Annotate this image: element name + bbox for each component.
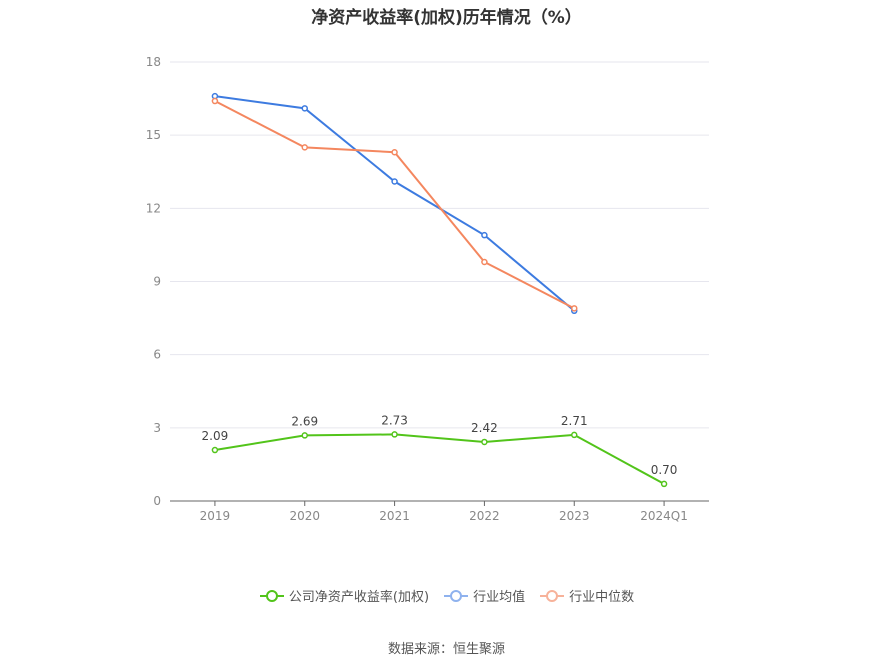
data-point[interactable] (391, 431, 398, 438)
legend-label: 行业均值 (473, 590, 526, 605)
legend-item-2[interactable]: 行业中位数 (539, 586, 634, 605)
x-tick-label: 2022 (469, 509, 500, 523)
y-tick-label: 15 (146, 128, 161, 142)
y-tick-label: 9 (153, 275, 161, 289)
y-tick-label: 12 (146, 201, 161, 215)
data-point[interactable] (481, 258, 488, 266)
data-point[interactable] (301, 144, 308, 151)
y-tick-label: 18 (146, 55, 161, 69)
data-point[interactable] (211, 446, 219, 454)
legend: 公司净资产收益率(加权) 行业均值 行业中位数 (0, 586, 893, 605)
y-tick-label: 0 (153, 494, 161, 508)
data-point[interactable] (301, 432, 308, 439)
data-point[interactable] (211, 97, 219, 105)
y-tick-label: 3 (153, 421, 161, 435)
data-label: 2.42 (471, 421, 498, 435)
y-axis-ticks: 0 3 6 9 12 15 18 (146, 55, 161, 508)
data-point[interactable] (571, 431, 578, 439)
data-point[interactable] (660, 480, 668, 488)
chart-title: 净资产收益率(加权)历年情况（%） (311, 8, 582, 28)
x-tick-label: 2021 (379, 509, 410, 523)
series-0 (211, 431, 668, 488)
data-label: 0.70 (651, 463, 678, 477)
data-point[interactable] (481, 231, 488, 239)
data-point[interactable] (481, 438, 488, 446)
legend-swatch-icon (540, 589, 565, 602)
x-tick-label: 2023 (559, 509, 590, 523)
series-2 (211, 97, 578, 312)
data-label: 2.09 (202, 429, 229, 443)
series-line (214, 433, 665, 485)
data-label: 2.73 (381, 413, 408, 427)
data-point[interactable] (571, 305, 578, 312)
x-axis: 2019 2020 2021 2022 2023 2024Q1 (170, 500, 709, 523)
x-tick-label: 2020 (289, 509, 320, 523)
y-tick-label: 6 (153, 348, 161, 362)
data-label: 2.71 (561, 414, 588, 428)
data-point[interactable] (391, 148, 398, 156)
data-point[interactable] (391, 178, 398, 185)
legend-swatch-icon (444, 589, 469, 602)
legend-label: 行业中位数 (569, 590, 635, 605)
data-label: 2.69 (291, 414, 318, 428)
legend-label: 公司净资产收益率(加权) (288, 590, 430, 605)
series-1 (211, 92, 578, 315)
data-point[interactable] (301, 105, 308, 112)
legend-item-0[interactable]: 公司净资产收益率(加权) (259, 586, 429, 605)
series-line (214, 100, 575, 310)
grid-lines (170, 61, 709, 429)
legend-item-1[interactable]: 行业均值 (443, 586, 525, 605)
x-tick-label: 2024Q1 (640, 509, 688, 523)
legend-swatch-icon (259, 589, 284, 602)
data-source: 数据来源：恒生聚源 (387, 642, 505, 657)
data-labels: 2.09 2.69 2.73 2.42 2.71 0.70 (202, 413, 678, 477)
x-tick-label: 2019 (200, 509, 231, 523)
series-group (211, 92, 668, 488)
